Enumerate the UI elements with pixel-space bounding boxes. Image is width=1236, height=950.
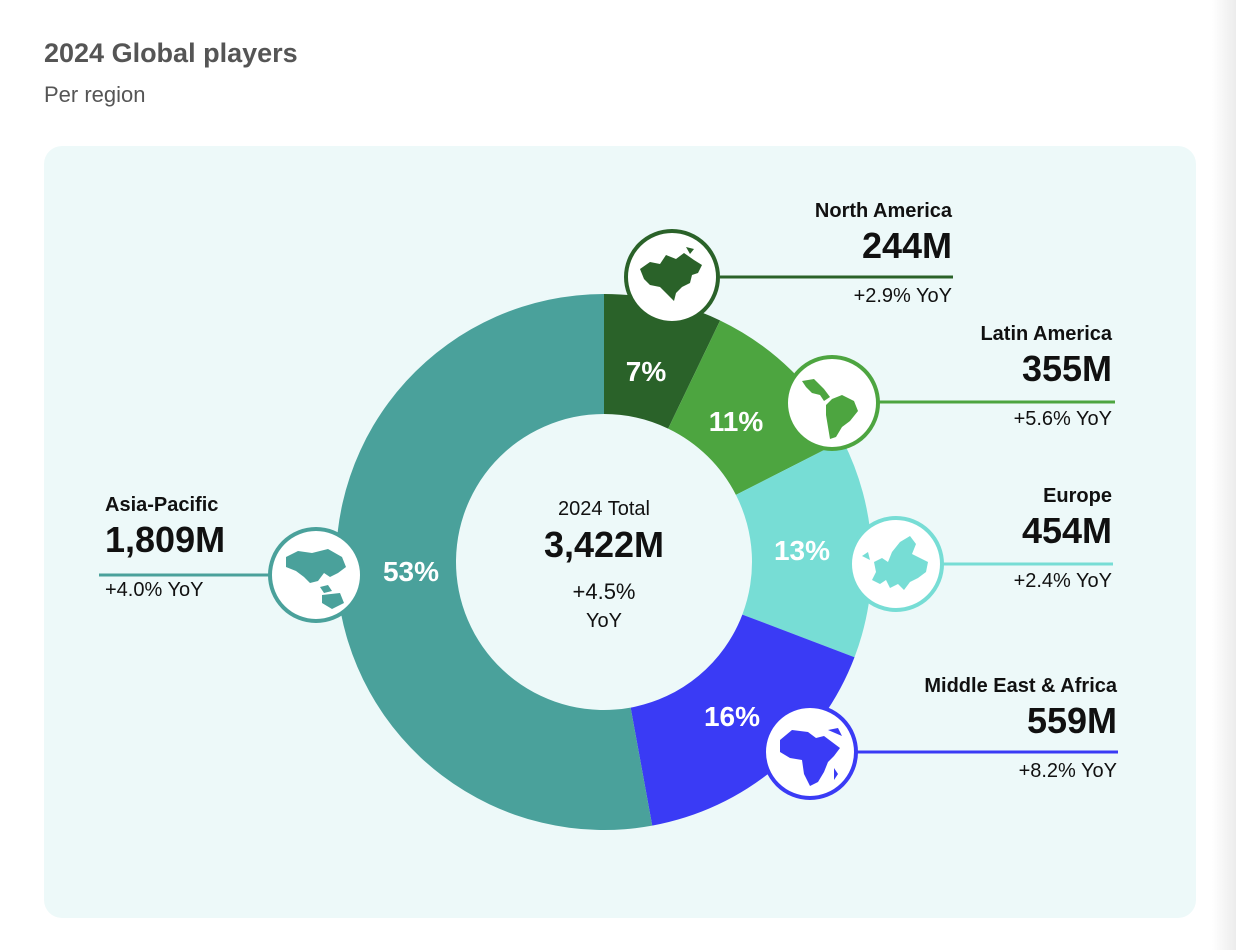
region-value: 244M: [861, 225, 952, 266]
page-title: 2024 Global players: [44, 38, 298, 68]
region-name: Latin America: [980, 323, 1112, 345]
south-america-map-icon: [784, 355, 880, 451]
legend-europe: Europe 454M +2.4% YoY: [1014, 485, 1112, 593]
center-total-label: 2024 Total: [558, 498, 650, 520]
slice-latin-america: [668, 320, 843, 495]
pct-label-north-america: 7%: [626, 356, 667, 387]
region-value: 559M: [1026, 700, 1117, 741]
region-yoy: +5.6% YoY: [1013, 407, 1112, 430]
pct-label-europe: 13%: [774, 535, 830, 566]
donut-chart: 7% 11% 13% 16% 53% 2024 Total 3,422M +4.…: [99, 229, 1118, 831]
region-yoy: +8.2% YoY: [1018, 759, 1117, 782]
center-yoy-percent: +4.5%: [573, 579, 636, 604]
region-name: Europe: [1043, 485, 1112, 507]
region-value: 1,809M: [105, 519, 226, 560]
region-yoy: +2.4% YoY: [1013, 569, 1112, 592]
pct-label-middle-east-africa: 16%: [704, 701, 760, 732]
region-value: 355M: [1021, 348, 1112, 389]
legend-asia-pacific: Asia-Pacific 1,809M +4.0% YoY: [105, 494, 225, 602]
pct-label-asia-pacific: 53%: [383, 556, 439, 587]
legend-latin-america: Latin America 355M +5.6% YoY: [980, 323, 1112, 431]
page-edge-shadow: [1212, 0, 1236, 950]
region-name: North America: [814, 200, 952, 222]
slice-middle-east-africa: [630, 614, 855, 826]
slice-north-america: [604, 294, 721, 429]
north-america-map-icon: [624, 229, 720, 325]
region-value: 454M: [1021, 510, 1112, 551]
chart-card: 7% 11% 13% 16% 53% 2024 Total 3,422M +4.…: [44, 146, 1196, 918]
page-subtitle: Per region: [44, 82, 146, 107]
africa-map-icon: [762, 704, 858, 800]
region-name: Asia-Pacific: [105, 494, 219, 516]
region-yoy: +2.9% YoY: [853, 284, 952, 307]
donut-slices: [335, 294, 872, 831]
legend-middle-east-africa: Middle East & Africa 559M +8.2% YoY: [924, 675, 1117, 783]
slice-europe: [735, 440, 872, 658]
europe-map-icon: [848, 516, 944, 612]
asia-pacific-map-icon: [268, 527, 364, 623]
region-name: Middle East & Africa: [924, 675, 1117, 697]
pct-label-latin-america: 11%: [709, 406, 764, 437]
region-yoy: +4.0% YoY: [105, 578, 204, 601]
slice-asia-pacific: [335, 294, 653, 831]
center-total-value: 3,422M: [544, 524, 664, 565]
legend-north-america: North America 244M +2.9% YoY: [815, 200, 952, 308]
center-yoy-suffix: YoY: [586, 610, 622, 632]
